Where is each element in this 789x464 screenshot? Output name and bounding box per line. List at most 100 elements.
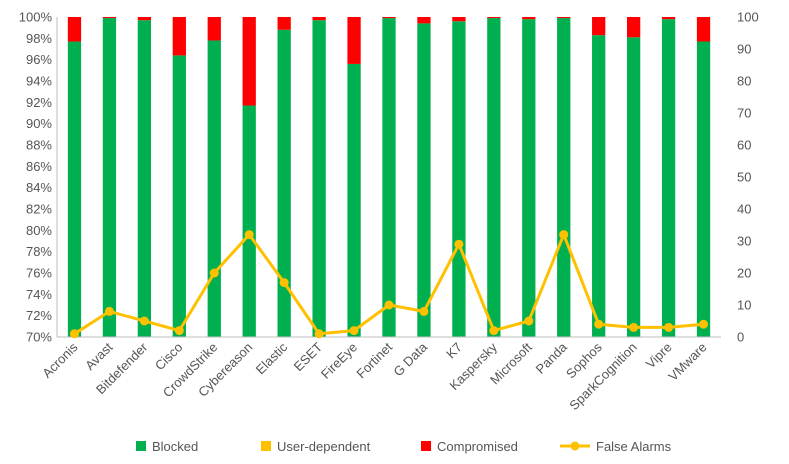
bar-compromised <box>696 17 711 42</box>
bar-compromised <box>347 17 361 64</box>
bar-compromised <box>102 17 117 19</box>
x-category-label: Vipre <box>643 340 675 372</box>
legend-swatch <box>136 441 146 451</box>
x-category-label: Acronis <box>39 339 81 381</box>
bar-blocked <box>137 20 152 337</box>
bar-compromised <box>417 17 431 24</box>
bar-compromised <box>312 17 326 21</box>
y-left-tick-label: 100% <box>19 10 53 25</box>
false-alarms-point <box>244 230 254 240</box>
y-left-tick-label: 76% <box>26 266 52 281</box>
y-left-tick-label: 84% <box>26 180 52 195</box>
legend-label: Compromised <box>437 439 518 454</box>
legend-marker <box>570 441 580 451</box>
bar-compromised <box>137 17 152 21</box>
bar-blocked <box>347 63 361 337</box>
bar-compromised <box>487 17 501 19</box>
bar-blocked <box>522 19 536 338</box>
bar-blocked <box>417 23 431 338</box>
false-alarms-point <box>419 306 429 316</box>
false-alarms-point <box>594 319 604 329</box>
legend-label: Blocked <box>152 439 198 454</box>
y-left-tick-label: 90% <box>26 116 52 131</box>
false-alarms-point <box>209 268 219 278</box>
y-left-tick-label: 82% <box>26 202 52 217</box>
legend-label: False Alarms <box>596 439 672 454</box>
false-alarms-point <box>139 316 149 326</box>
false-alarms-point <box>524 316 534 326</box>
bar-blocked <box>487 18 501 338</box>
y-right-tick-label: 10 <box>737 298 751 313</box>
y-left-tick-label: 86% <box>26 159 52 174</box>
bar-compromised <box>382 17 396 19</box>
bar-compromised <box>626 17 641 38</box>
y-right-tick-label: 40 <box>737 202 751 217</box>
bar-blocked <box>207 40 221 337</box>
bar-blocked <box>382 18 396 338</box>
false-alarms-point <box>559 230 569 240</box>
bar-blocked <box>67 41 82 338</box>
bar-compromised <box>172 17 186 56</box>
y-left-tick-label: 74% <box>26 287 52 302</box>
false-alarms-point <box>489 326 499 336</box>
bar-compromised <box>67 17 82 42</box>
y-right-tick-label: 20 <box>737 266 751 281</box>
false-alarms-point <box>69 329 79 339</box>
false-alarms-point <box>629 322 639 332</box>
y-left-tick-label: 80% <box>26 223 52 238</box>
false-alarms-point <box>279 278 289 288</box>
false-alarms-point <box>664 322 674 332</box>
y-left-tick-label: 88% <box>26 138 52 153</box>
bar-compromised <box>661 17 676 20</box>
y-left-tick-label: 72% <box>26 308 52 323</box>
bar-blocked <box>661 19 676 338</box>
bar-compromised <box>592 17 606 36</box>
false-alarms-point <box>314 329 324 339</box>
false-alarms-point <box>349 326 359 336</box>
bar-blocked <box>277 29 291 338</box>
bar-compromised <box>522 17 536 20</box>
bar-blocked <box>626 37 641 338</box>
false-alarms-point <box>454 239 464 249</box>
y-right-tick-label: 60 <box>737 138 751 153</box>
bar-compromised <box>242 17 256 106</box>
y-right-tick-label: 0 <box>737 330 744 345</box>
bar-blocked <box>102 18 117 338</box>
y-left-tick-label: 92% <box>26 95 52 110</box>
bar-blocked <box>242 105 256 338</box>
bar-blocked <box>592 35 606 338</box>
false-alarms-point <box>104 306 114 316</box>
y-left-tick-label: 98% <box>26 31 52 46</box>
legend-swatch <box>261 441 271 451</box>
x-category-label: G Data <box>390 339 430 379</box>
bar-blocked <box>696 41 711 338</box>
x-category-label: Elastic <box>253 339 291 377</box>
legend-swatch <box>421 441 431 451</box>
bar-compromised <box>452 17 466 22</box>
bar-blocked <box>172 55 186 338</box>
y-right-tick-label: 100 <box>737 10 759 25</box>
bar-blocked <box>312 20 326 337</box>
x-category-label: FireEye <box>318 340 360 382</box>
y-left-tick-label: 70% <box>26 330 52 345</box>
bar-blocked <box>557 18 571 338</box>
bar-compromised <box>557 17 571 19</box>
y-right-tick-label: 90 <box>737 42 751 57</box>
x-category-label: VMware <box>665 340 709 384</box>
false-alarms-point <box>174 326 184 336</box>
y-left-tick-label: 78% <box>26 244 52 259</box>
false-alarms-point <box>384 300 394 310</box>
y-right-tick-label: 70 <box>737 106 751 121</box>
y-left-tick-label: 94% <box>26 74 52 89</box>
y-right-tick-label: 30 <box>737 234 751 249</box>
bar-compromised <box>207 17 221 41</box>
y-right-tick-label: 50 <box>737 170 751 185</box>
x-category-label: K7 <box>443 340 465 362</box>
y-right-tick-label: 80 <box>737 74 751 89</box>
false-alarms-point <box>699 319 709 329</box>
bar-blocked <box>452 21 466 338</box>
y-left-tick-label: 96% <box>26 52 52 67</box>
x-category-label: Fortinet <box>353 339 395 381</box>
